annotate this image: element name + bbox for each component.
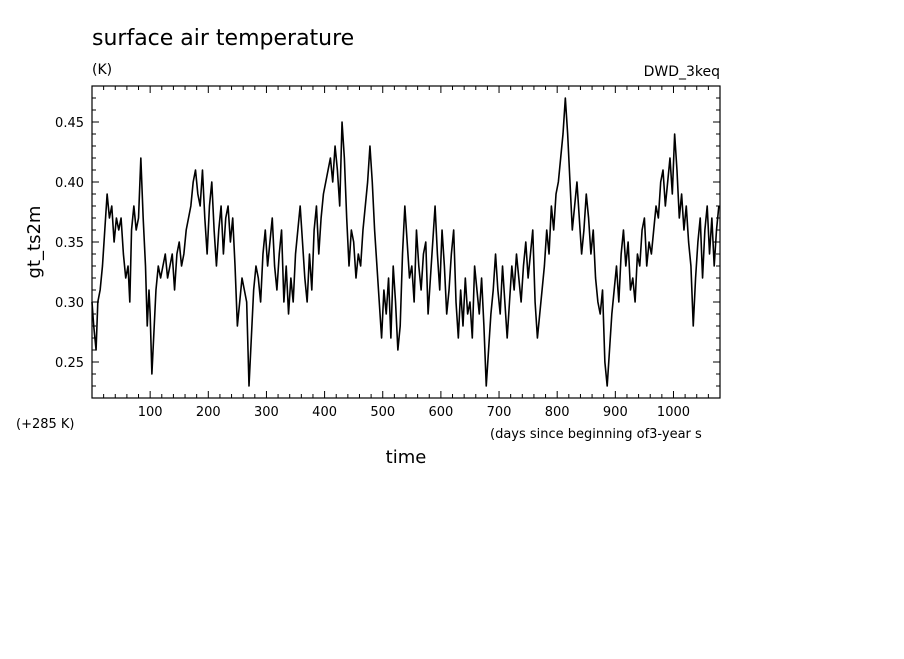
x-tick-label: 100 [138,405,163,420]
y-tick-label: 0.40 [55,176,84,191]
x-tick-label: 500 [370,405,395,420]
y-tick-label: 0.30 [55,296,84,311]
offset-note: (+285 K) [16,417,75,432]
y-tick-label: 0.45 [55,116,84,131]
x-axis-units: (days since beginning of3-year s [490,427,702,442]
x-axis-ticks: 100 200 300 400 500 600 700 800 900 1000 [103,86,709,420]
plot-frame [91,85,721,399]
x-tick-label: 600 [428,405,453,420]
series-line [91,97,720,387]
chart-title: surface air temperature [92,26,354,51]
y-tick-label: 0.25 [55,356,84,371]
y-axis-title: gt_ts2m [24,206,45,279]
y-tick-label: 0.35 [55,236,84,251]
x-tick-label: 1000 [657,405,690,420]
x-tick-label: 900 [603,405,628,420]
y-axis-ticks: 0.25 0.30 0.35 0.40 0.45 [55,97,720,387]
x-tick-label: 300 [254,405,279,420]
x-tick-label: 700 [487,405,512,420]
x-tick-label: 200 [196,405,221,420]
chart-units: (K) [92,62,112,78]
experiment-label: DWD_3keq [644,64,720,80]
x-tick-label: 800 [545,405,570,420]
x-tick-label: 400 [312,405,337,420]
x-axis-title: time [386,447,427,468]
